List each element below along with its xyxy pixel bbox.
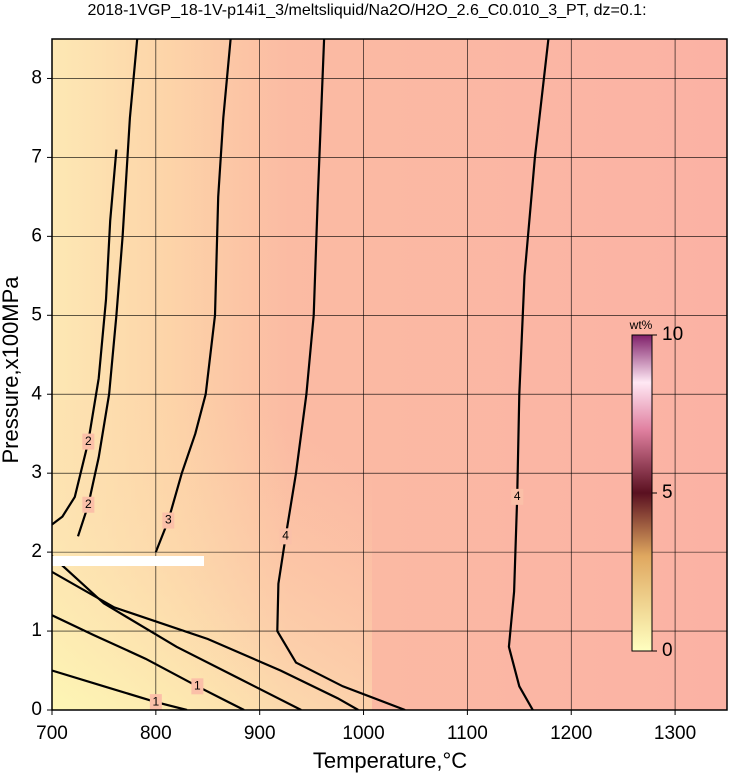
gap-band — [52, 556, 204, 566]
contour-label: 2 — [85, 497, 92, 511]
contour-label-bg — [82, 433, 95, 450]
contour-line — [52, 39, 359, 710]
y-tick-label: 6 — [31, 225, 42, 246]
x-tick-label: 1000 — [342, 723, 384, 744]
colorbar — [631, 334, 653, 652]
contour-label-bg — [162, 512, 175, 529]
y-tick-label: 5 — [31, 304, 42, 325]
x-tick-label: 1300 — [654, 723, 696, 744]
contour-label: 3 — [165, 513, 172, 527]
y-tick-label: 7 — [31, 146, 42, 167]
colorbar-label: wt% — [629, 318, 653, 332]
y-tick-label: 0 — [31, 699, 42, 720]
contour-label-bg — [511, 488, 524, 505]
colorbar-tick-label: 5 — [662, 482, 673, 503]
y-tick-label: 1 — [31, 620, 42, 641]
y-tick-label: 4 — [31, 383, 42, 404]
plot-shade — [52, 400, 372, 710]
x-tick-label: 900 — [244, 723, 276, 744]
contour-line — [52, 149, 118, 526]
colorbar-tick-label: 0 — [662, 640, 673, 661]
contour-label: 4 — [282, 529, 289, 543]
contour-line — [52, 669, 188, 710]
contour-label-bg — [279, 528, 292, 545]
chart-title: 2018-1VGP_18-1V-p14i1_3/meltsliquid/Na2O… — [87, 2, 646, 19]
y-tick-label: 2 — [31, 541, 42, 562]
contour-label: 2 — [85, 434, 92, 448]
y-axis-label: Pressure,x100MPa — [0, 276, 23, 464]
contour-line — [52, 614, 245, 710]
x-tick-label: 1100 — [447, 723, 488, 744]
contour-label-bg — [191, 678, 204, 695]
contour-label-bg — [149, 694, 162, 710]
contour-label: 1 — [153, 694, 160, 708]
x-axis-label: Temperature,°C — [313, 748, 467, 773]
y-tick-label: 8 — [31, 67, 42, 88]
plot-frame — [51, 38, 728, 711]
y-tick-label: 3 — [31, 462, 42, 483]
x-tick-label: 1200 — [550, 723, 592, 744]
contour-label: 4 — [514, 489, 521, 503]
colorbar-tick-label: 10 — [662, 324, 683, 345]
x-tick-label: 700 — [36, 723, 68, 744]
x-tick-label: 800 — [140, 723, 172, 744]
contour-label: 1 — [194, 678, 201, 692]
contour-label-bg — [82, 496, 95, 513]
